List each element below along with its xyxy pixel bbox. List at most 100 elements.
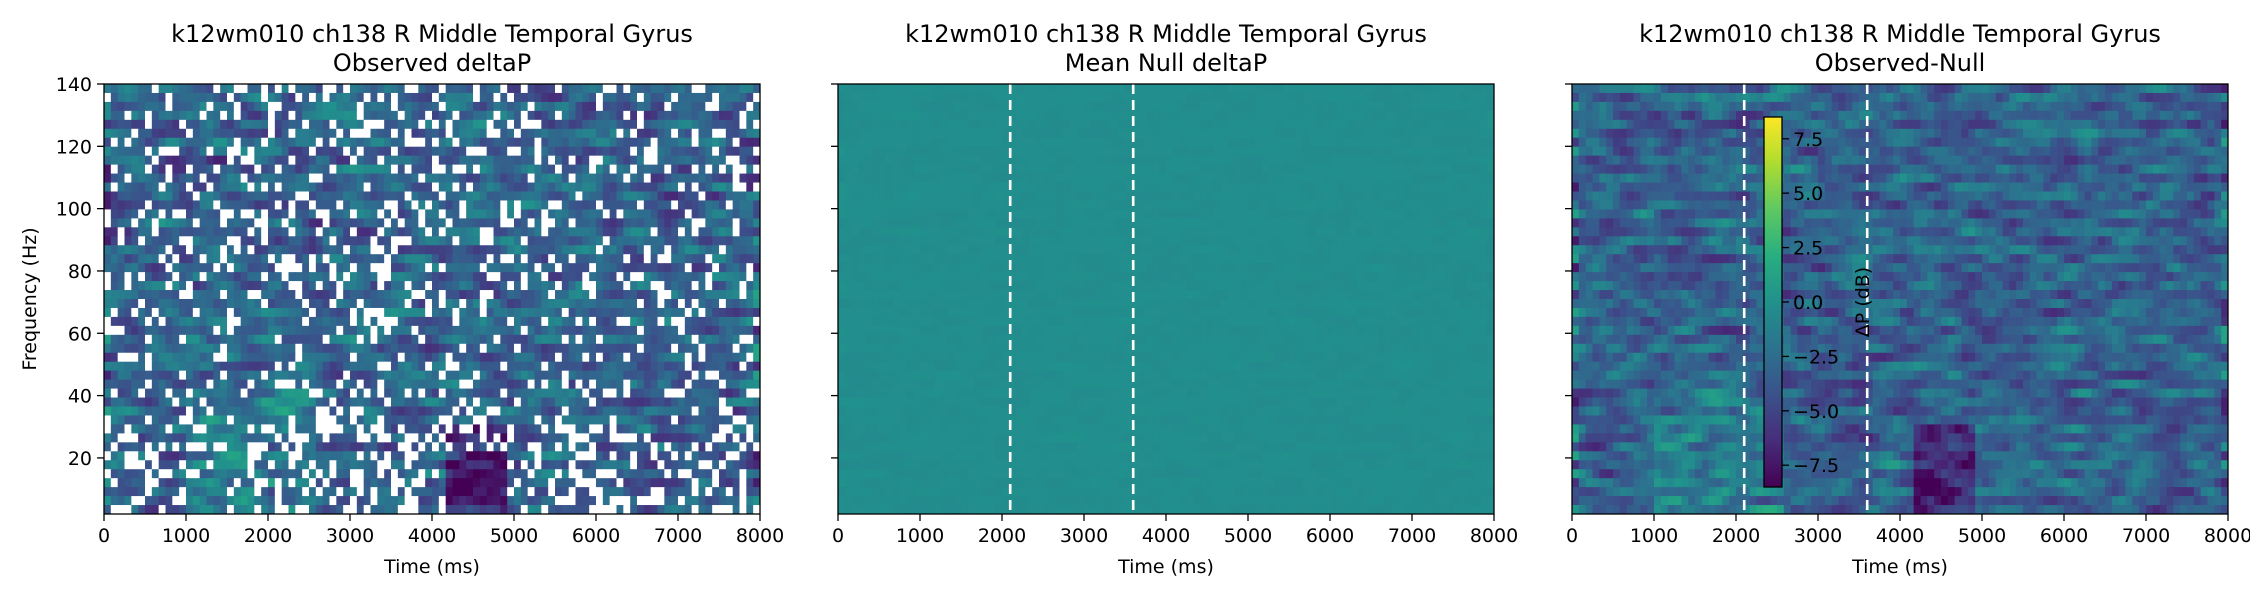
heatmap-cell	[281, 84, 290, 94]
heatmap-cell	[664, 469, 672, 479]
heatmap-cell	[657, 379, 665, 390]
heatmap-cell	[1248, 84, 1256, 94]
heatmap-cell	[1289, 92, 1297, 103]
heatmap-cell	[192, 128, 201, 139]
heatmap-cell	[500, 146, 508, 157]
heatmap-cell	[637, 254, 645, 264]
heatmap-cell	[1336, 92, 1345, 103]
heatmap-cell	[582, 290, 590, 300]
heatmap-cell	[274, 299, 283, 309]
heatmap-cell	[343, 334, 351, 345]
heatmap-cell	[541, 352, 549, 363]
heatmap-cell	[199, 343, 208, 354]
heatmap-cell	[561, 451, 570, 461]
heatmap-cell	[391, 307, 399, 318]
heatmap-cell	[527, 424, 536, 434]
heatmap-cell	[124, 307, 132, 318]
heatmap-cell	[391, 325, 399, 336]
heatmap-cell	[493, 146, 501, 157]
heatmap-cell	[220, 334, 228, 345]
heatmap-cell	[397, 236, 406, 246]
heatmap-cell	[302, 397, 310, 408]
heatmap-cell	[671, 487, 679, 497]
heatmap-cell	[336, 469, 344, 479]
heatmap-cell	[158, 388, 167, 399]
heatmap-cell	[356, 460, 365, 470]
heatmap-cell	[691, 451, 700, 461]
heatmap-cell	[684, 361, 693, 372]
heatmap-cell	[541, 191, 549, 202]
heatmap-cell	[295, 281, 303, 291]
heatmap-cell	[404, 209, 413, 219]
heatmap-cell	[520, 316, 529, 327]
heatmap-cell	[520, 281, 529, 291]
heatmap-cell	[199, 316, 208, 327]
heatmap-cell	[541, 370, 549, 381]
heatmap-cell	[227, 164, 235, 175]
heatmap-cell	[947, 92, 955, 103]
heatmap-cell	[637, 379, 645, 390]
heatmap-cell	[329, 460, 337, 470]
heatmap-cell	[719, 325, 727, 336]
heatmap-cell	[315, 469, 324, 479]
heatmap-cell	[220, 370, 228, 381]
heatmap-cell	[261, 415, 269, 426]
heatmap-cell	[172, 137, 180, 148]
heatmap-cell	[397, 397, 406, 408]
heatmap-cell	[926, 92, 935, 103]
heatmap-cell	[527, 146, 536, 157]
heatmap-cell	[732, 164, 741, 175]
heatmap-cell	[623, 218, 631, 228]
heatmap-cell	[254, 245, 262, 255]
heatmap-cell	[452, 451, 460, 461]
heatmap-cell	[507, 119, 515, 130]
heatmap-cell	[418, 451, 426, 461]
heatmap-cell	[350, 218, 358, 228]
heatmap-cell	[493, 290, 501, 300]
heatmap-cell	[233, 334, 242, 345]
heatmap-cell	[131, 352, 139, 363]
heatmap-cell	[507, 352, 515, 363]
heatmap-cell	[1111, 101, 1119, 112]
heatmap-cell	[418, 227, 426, 237]
heatmap-cell	[561, 397, 570, 408]
heatmap-cell	[206, 343, 214, 354]
heatmap-cell	[520, 451, 529, 461]
heatmap-cell	[596, 119, 604, 130]
heatmap-cell	[247, 487, 255, 497]
heatmap-cell	[309, 164, 317, 175]
heatmap-cell	[350, 155, 358, 166]
heatmap-cell	[322, 379, 331, 390]
heatmap-cell	[486, 469, 495, 479]
heatmap-cell	[657, 191, 665, 202]
heatmap-cell	[288, 227, 296, 237]
heatmap-cell	[705, 119, 713, 130]
heatmap-cell	[377, 307, 385, 318]
heatmap-cell	[158, 263, 167, 273]
heatmap-cell	[117, 478, 126, 488]
heatmap-cell	[534, 137, 542, 148]
heatmap-cell	[589, 352, 597, 363]
heatmap-cell	[486, 334, 495, 345]
heatmap-cell	[630, 146, 638, 157]
heatmap-cell	[124, 110, 132, 121]
heatmap-cell	[254, 487, 262, 497]
heatmap-cell	[329, 469, 337, 479]
heatmap-cell	[602, 424, 611, 434]
heatmap-cell	[732, 155, 741, 166]
heatmap-cell	[684, 487, 693, 497]
heatmap-cell	[541, 173, 549, 184]
heatmap-cell	[664, 245, 672, 255]
heatmap-cell	[1473, 101, 1481, 112]
heatmap-cell	[493, 263, 501, 273]
heatmap-cell	[110, 236, 119, 246]
heatmap-cell	[582, 469, 590, 479]
heatmap-cell	[589, 379, 597, 390]
heatmap-cell	[411, 263, 419, 273]
heatmap-cell	[664, 299, 672, 309]
heatmap-cell	[555, 84, 563, 94]
heatmap-cell	[746, 460, 754, 470]
heatmap-cell	[172, 307, 180, 318]
heatmap-cell	[514, 451, 522, 461]
heatmap-cell	[753, 218, 760, 228]
